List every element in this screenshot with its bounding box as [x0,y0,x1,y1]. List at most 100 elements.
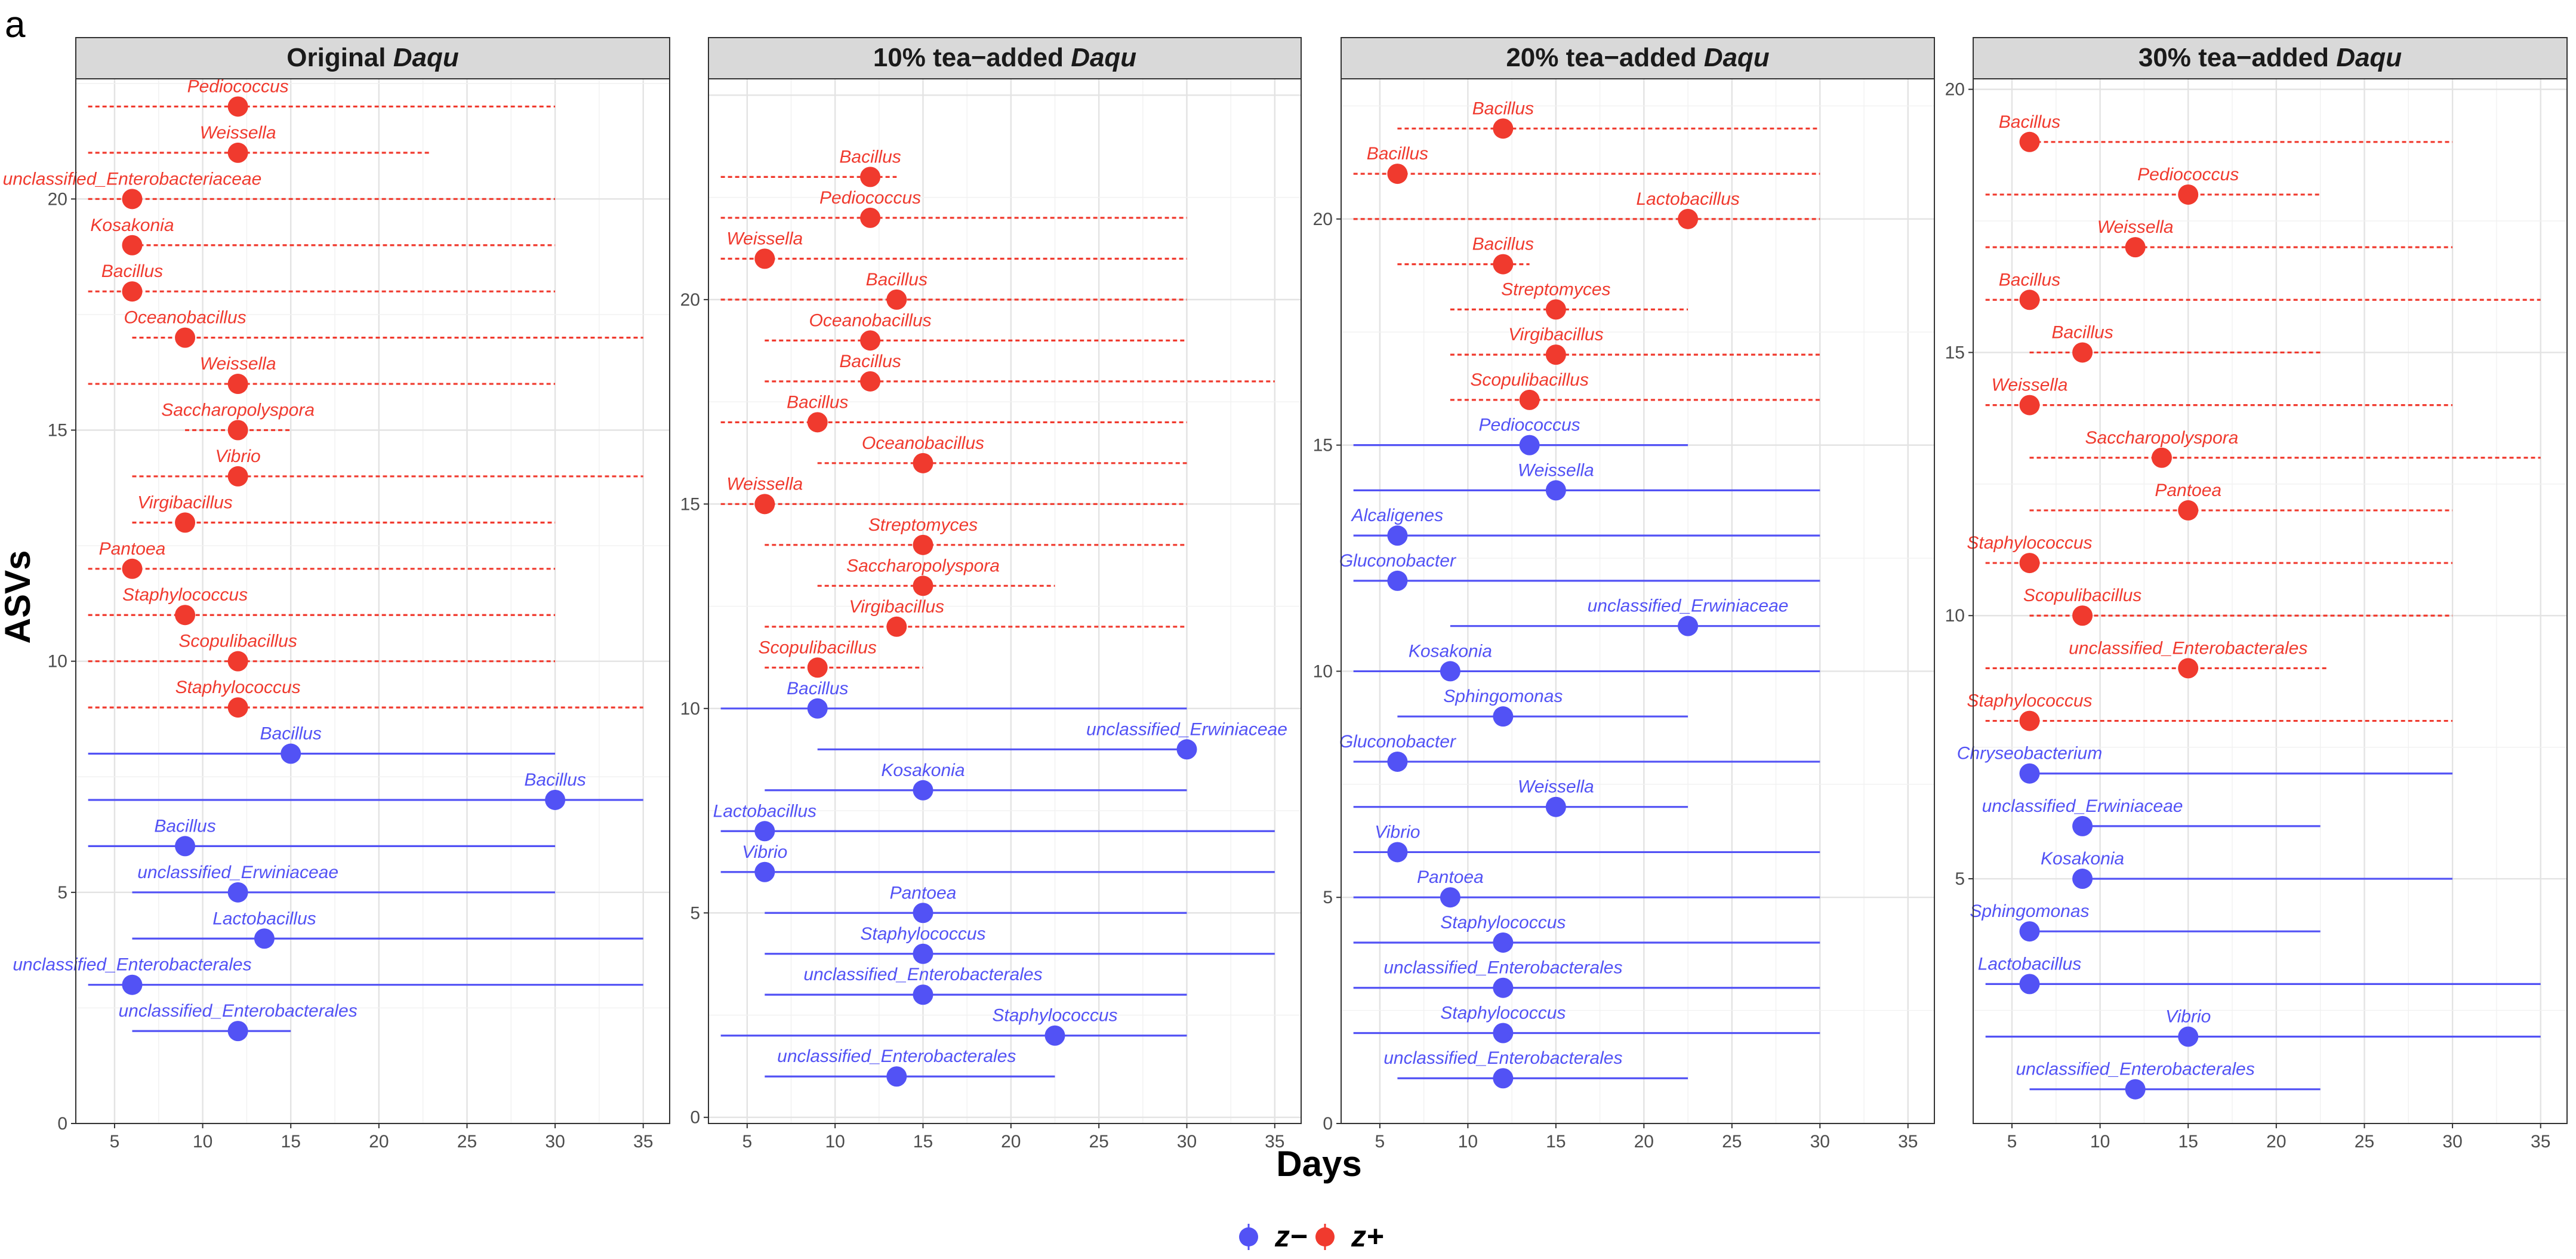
data-point [913,903,933,924]
data-point [1493,118,1514,139]
data-point [886,616,907,637]
data-point [1545,796,1566,817]
point-label: Bacillus [154,816,215,836]
data-point [1044,1025,1065,1046]
x-tick-label: 35 [1898,1132,1918,1152]
data-point [913,575,933,596]
point-label: Saccharopolyspora [161,400,315,420]
point-label: Saccharopolyspora [846,556,1000,575]
data-point [281,743,301,764]
data-point [754,861,775,882]
y-axis-title: ASVs [0,550,38,644]
x-tick-label: 20 [2266,1132,2286,1152]
data-point [1440,661,1460,682]
y-tick-label: 15 [48,420,67,440]
point-label: Staphylococcus [122,585,248,605]
panel-border [1341,78,1935,1124]
data-point [1545,480,1566,501]
x-tick-label: 5 [742,1132,752,1152]
plot-area [76,79,670,1123]
point-label: Staphylococcus [1967,691,2092,711]
data-points: unclassified_Enterobacterales Staphylococ… [1339,98,1820,1089]
x-tick-label: 35 [633,1132,653,1152]
point-label: Pantoea [2155,481,2221,500]
point-label: Staphylococcus [175,678,301,697]
point-label: Vibrio [2165,1007,2211,1027]
data-point [913,943,933,964]
data-point [807,698,828,719]
data-point [860,371,881,392]
point-label: Oceanobacillus [124,308,246,328]
point-label: Kosakonia [881,761,965,780]
point-label: Alcaligenes [1351,506,1443,525]
y-tick-label: 10 [1945,606,1965,626]
ticks: 5 10 15 20 25 30 35 0 5 10 15 20 [1313,210,1918,1152]
data-point [1493,254,1514,275]
data-point [2125,237,2146,258]
data-point [122,281,143,302]
gridlines [708,79,1301,1123]
point-label: Streptomyces [1501,279,1610,299]
point-label: Bacillus [787,679,848,698]
panel-title: 30% tea−added Daqu [2139,43,2402,72]
data-point [860,207,881,228]
data-point [1493,1023,1514,1043]
x-tick-label: 30 [545,1132,565,1152]
data-point [1545,299,1566,320]
data-point [1493,706,1514,727]
data-point [2019,131,2040,152]
point-label: Kosakonia [1409,641,1492,661]
point-label: unclassified_Enterobacterales [2069,638,2307,658]
legend-key-dot [1315,1227,1335,1246]
figure-label: a [5,4,26,45]
panel-border [1973,78,2568,1124]
x-tick-label: 15 [281,1132,301,1152]
y-tick-label: 0 [57,1114,67,1134]
data-point [913,452,933,473]
point-label: Sphingomonas [1970,901,2089,921]
ticks: 5 10 15 20 25 30 35 0 5 10 15 20 [48,189,654,1152]
point-label: Bacillus [1999,112,2060,132]
data-points: unclassified_Enterobacterales Vibrio Lacto… [1957,112,2541,1100]
data-point [913,984,933,1005]
data-point [2178,500,2199,521]
point-label: Pediococcus [1479,415,1580,435]
point-label: Scopulibacillus [1470,370,1588,390]
ticks: 5 10 15 20 25 30 35 0 5 10 15 20 [680,290,1285,1152]
data-point [122,235,143,256]
data-point [2019,290,2040,310]
data-point [2019,921,2040,942]
y-tick-label: 0 [1323,1114,1333,1134]
y-tick-label: 20 [1945,80,1965,100]
panel-strip [1341,37,1935,79]
data-point [754,248,775,269]
data-point [2178,658,2199,679]
point-label: Pediococcus [187,76,289,96]
data-point [227,420,248,441]
panel-border [75,78,670,1124]
plot-area [1341,79,1934,1123]
point-label: unclassified_Erwiniaceae [1086,719,1287,739]
data-point [1387,525,1408,546]
panel-title: 20% tea−added Daqu [1506,43,1769,72]
x-tick-label: 5 [110,1132,120,1152]
data-point [227,374,248,395]
panel-title: 10% tea−added Daqu [873,43,1136,72]
point-label: unclassified_Enterobacterales [1383,1048,1622,1068]
data-point [913,780,933,801]
x-tick-label: 30 [1810,1132,1830,1152]
x-tick-label: 35 [1265,1132,1284,1152]
panel-4: 30% tea−added Daqu 5 10 15 20 25 30 35 5 10 15 20 un… [1945,37,2568,1152]
panel-2: 10% tea−added Daqu 5 10 15 20 25 30 35 0 5 10 15 20 u… [680,37,1302,1152]
point-label: Weissella [1518,777,1594,797]
data-point [2019,763,2040,784]
point-label: Weissella [200,123,276,143]
data-point [2019,974,2040,995]
y-tick-label: 20 [680,290,700,310]
point-label: Kosakonia [2041,849,2124,869]
data-point [2019,553,2040,574]
legend: z− z+ [1239,1220,1383,1253]
x-tick-label: 10 [1458,1132,1478,1152]
